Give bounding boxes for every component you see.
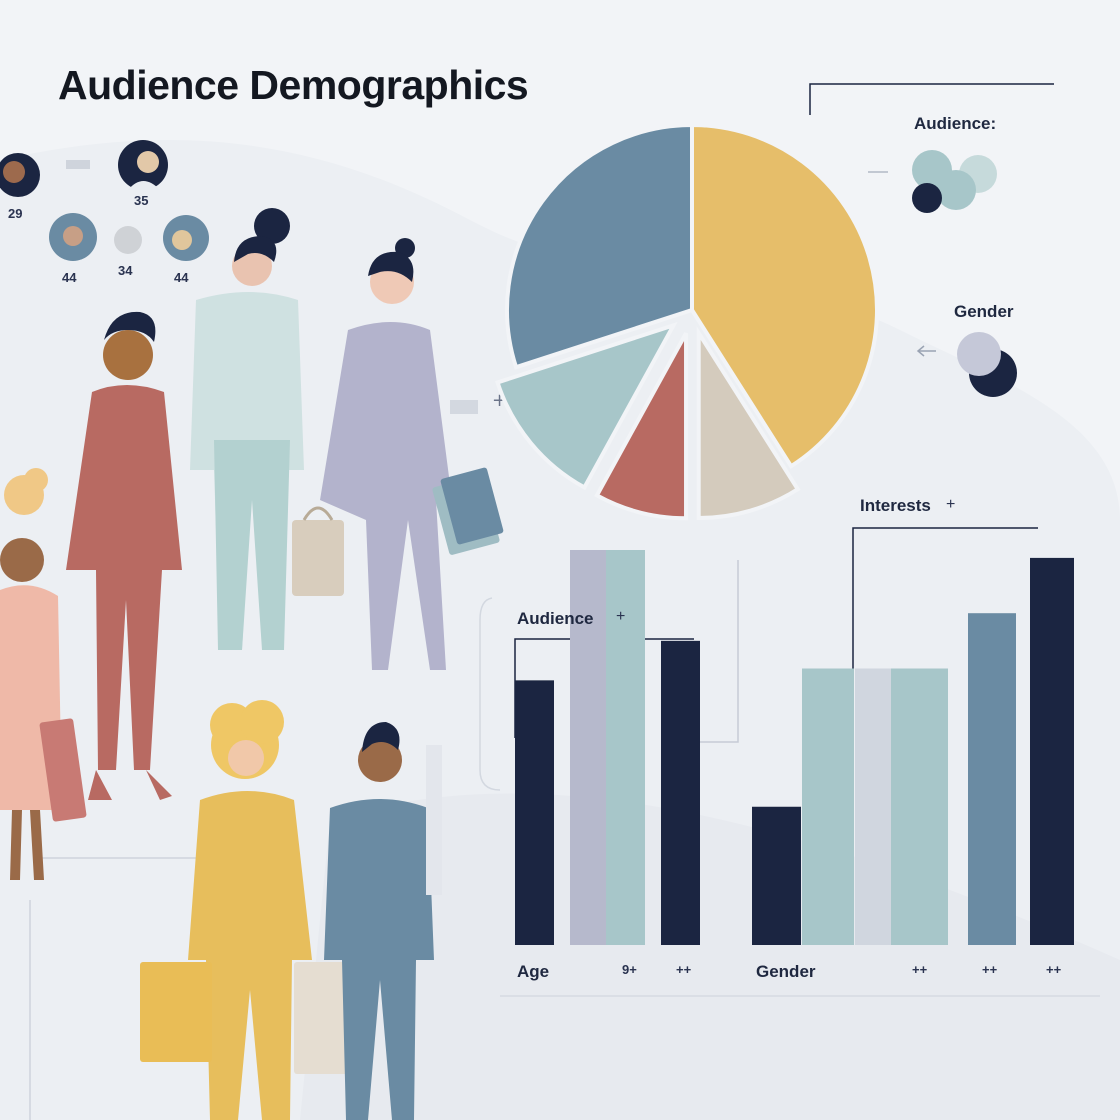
person-terracotta	[66, 311, 182, 800]
gender-bar-6	[1030, 557, 1074, 945]
legend-audience-label: Audience:	[914, 114, 997, 133]
pie-slice-5	[505, 122, 694, 370]
avatar-34	[114, 226, 142, 254]
avatar-label-44: 44	[62, 270, 77, 285]
avatar-label-44b: 44	[174, 270, 189, 285]
tick-label-5: ++	[1046, 962, 1062, 977]
avatar-35	[118, 140, 168, 190]
tick-label-4: ++	[982, 962, 998, 977]
avatar-label-29: 29	[8, 206, 23, 221]
tick-label-2: ++	[676, 962, 692, 977]
gender-bar-1	[752, 806, 801, 945]
connector-line	[809, 83, 1054, 115]
avatar-44b	[163, 215, 209, 261]
person-lavender	[292, 238, 504, 670]
legend-bubble	[957, 332, 1001, 376]
legend-bubble	[936, 170, 976, 210]
tick-label-1: 9+	[622, 962, 637, 977]
page-title: Audience Demographics	[58, 62, 529, 108]
gender-axis-label: Gender	[756, 962, 816, 981]
gender-bar-2	[802, 668, 854, 945]
interests-plus: +	[946, 496, 956, 513]
legend-gender-label: Gender	[954, 302, 1014, 321]
pie-slice-4	[495, 321, 678, 491]
person-slate	[324, 722, 434, 1120]
legend-bubble	[912, 183, 942, 213]
interests-chart-label: Interests	[860, 496, 931, 515]
gender-bar-3	[855, 668, 891, 945]
avatar-29	[0, 153, 40, 197]
avatar-label-35: 35	[134, 193, 149, 208]
avatar-label-34: 34	[118, 263, 133, 278]
connector-line	[479, 597, 501, 791]
age-bar-4	[661, 640, 700, 945]
audience-plus: +	[616, 608, 626, 625]
gender-bar-4	[891, 668, 948, 945]
person-teal	[190, 208, 304, 650]
age-bar-3	[606, 550, 645, 945]
person-mustard	[140, 700, 348, 1120]
age-bar-2	[570, 550, 606, 945]
person-pink	[0, 468, 87, 880]
gender-bar-5	[968, 613, 1016, 945]
age-bar-1	[515, 680, 554, 945]
age-axis-label: Age	[517, 962, 550, 981]
legend-arrow	[916, 345, 936, 357]
pie-slice-3	[594, 332, 689, 521]
pie-slice-2	[696, 326, 801, 521]
audience-chart-label: Audience	[517, 609, 594, 628]
connector-line	[700, 560, 739, 743]
pie-slice-1	[690, 122, 879, 469]
tick-label-3: ++	[912, 962, 928, 977]
avatar-44	[49, 213, 97, 261]
